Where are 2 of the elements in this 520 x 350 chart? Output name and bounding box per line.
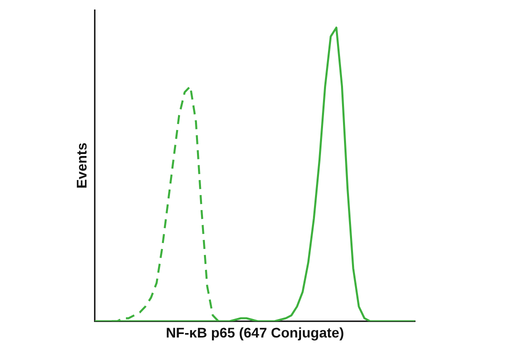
- y-axis-title: Events: [73, 142, 90, 189]
- x-axis-title: NF-κB p65 (647 Conjugate): [166, 324, 344, 340]
